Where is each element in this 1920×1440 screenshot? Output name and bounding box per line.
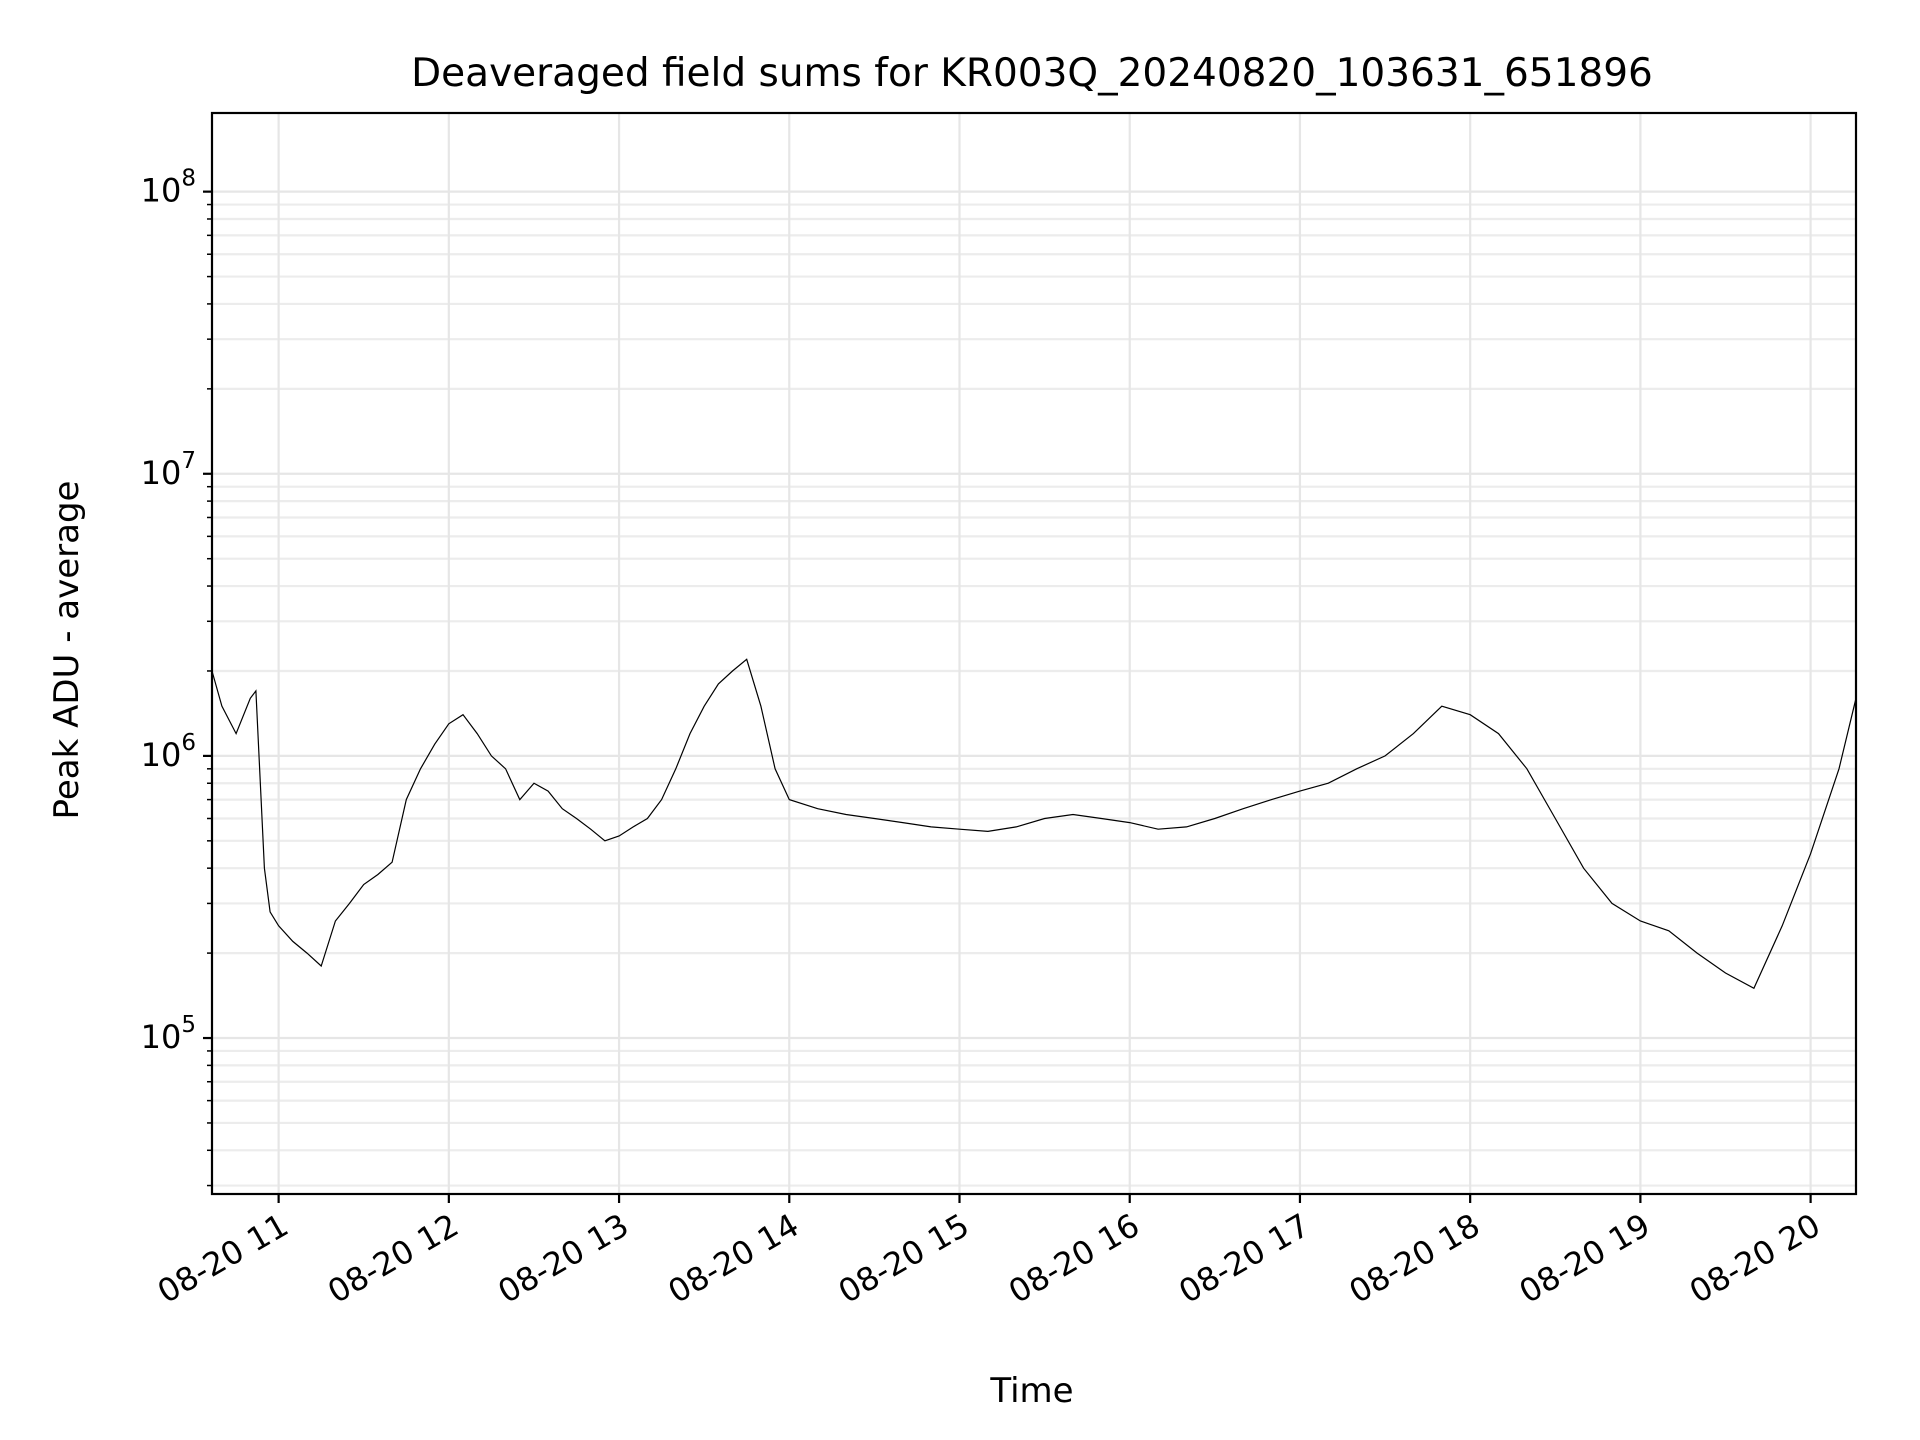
y-tick-label: 106 [141, 730, 196, 774]
plot-frame [210, 111, 1858, 1196]
y-tick-label: 105 [141, 1012, 196, 1056]
y-tick-base: 10 [141, 454, 182, 492]
y-tick-base: 10 [141, 172, 182, 210]
y-tick-label: 108 [141, 166, 196, 210]
x-axis-label: Time [989, 1371, 1073, 1411]
chart-title: Deaveraged field sums for KR003Q_2024082… [411, 51, 1653, 96]
y-tick-exponent: 6 [181, 730, 196, 756]
y-tick-exponent: 5 [181, 1012, 196, 1038]
series-line [211, 658, 1857, 990]
y-tick-exponent: 7 [181, 448, 196, 474]
series-layer [211, 658, 1857, 990]
y-tick-exponent: 8 [181, 166, 196, 192]
grid-lines [212, 113, 1856, 1194]
axis-ticks [203, 190, 1812, 1203]
y-tick-base: 10 [141, 1018, 182, 1056]
y-tick-base: 10 [141, 736, 182, 774]
y-tick-label: 107 [141, 448, 196, 492]
y-axis-label: Peak ADU - average [47, 481, 87, 820]
